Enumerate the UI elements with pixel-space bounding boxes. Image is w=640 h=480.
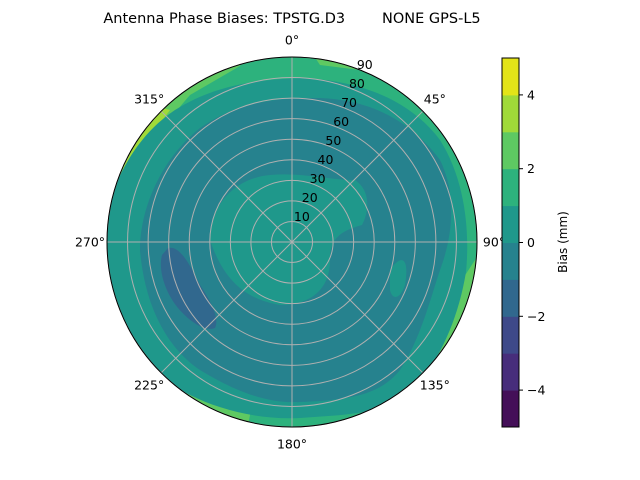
theta-tick-label: 0°: [285, 33, 299, 48]
colorbar-segment: [502, 242, 519, 280]
polar-grid: [106, 56, 478, 428]
theta-tick-label: 45°: [424, 92, 446, 107]
colorbar-segment: [502, 316, 519, 354]
colorbar-tick-label: −2: [527, 309, 545, 324]
colorbar-tick-label: 4: [527, 87, 535, 102]
r-tick-label: 30: [310, 171, 326, 186]
polar-frame: [106, 56, 478, 428]
r-tick-label: 60: [333, 114, 349, 129]
r-tick-label: 10: [294, 209, 310, 224]
r-tick-label: 70: [341, 95, 357, 110]
chart-title: Antenna Phase Biases: TPSTG.D3 NONE GPS-…: [103, 11, 480, 27]
colorbar-label: Bias (mm): [556, 211, 570, 273]
theta-tick-labels: 0° 45° 90° 135° 180° 225° 270° 315°: [75, 33, 505, 452]
colorbar-segment: [502, 94, 519, 133]
colorbar-segment: [502, 205, 519, 243]
colorbar-tick-label: 0: [527, 235, 535, 250]
theta-gridline: [160, 110, 293, 243]
theta-tick-label: 315°: [134, 92, 164, 107]
colorbar-segment: [502, 168, 519, 207]
colorbar-segment: [502, 353, 519, 391]
colorbar-tick-label: −4: [527, 383, 545, 398]
theta-tick-label: 180°: [277, 437, 307, 452]
theta-tick-label: 225°: [134, 377, 164, 392]
contour-level-0-1: [390, 260, 407, 297]
r-tick-label: 20: [302, 190, 318, 205]
theta-tick-label: 135°: [420, 377, 450, 392]
r-tick-label: 40: [318, 152, 334, 167]
colorbar-segment: [502, 279, 519, 317]
theta-gridline: [291, 241, 424, 374]
colorbar-segment: [502, 131, 519, 170]
colorbar-tick-label: 2: [527, 161, 535, 176]
colorbar: −4 −2 0 2 4: [501, 57, 545, 428]
r-tick-label: 90: [357, 57, 373, 72]
r-tick-label: 50: [325, 133, 341, 148]
contour-level-minus2-minus1: [160, 247, 217, 329]
colorbar-segment: [502, 390, 519, 428]
theta-tick-label: 90°: [483, 235, 505, 250]
theta-tick-label: 270°: [75, 235, 105, 250]
r-tick-label: 80: [349, 76, 365, 91]
theta-gridline: [160, 241, 293, 374]
theta-gridline: [291, 110, 424, 243]
r-tick-labels: 10 20 30 40 50 60 70 80 90: [294, 57, 373, 224]
colorbar-segment: [502, 58, 519, 96]
contour-level-minus1-0: [140, 98, 452, 403]
